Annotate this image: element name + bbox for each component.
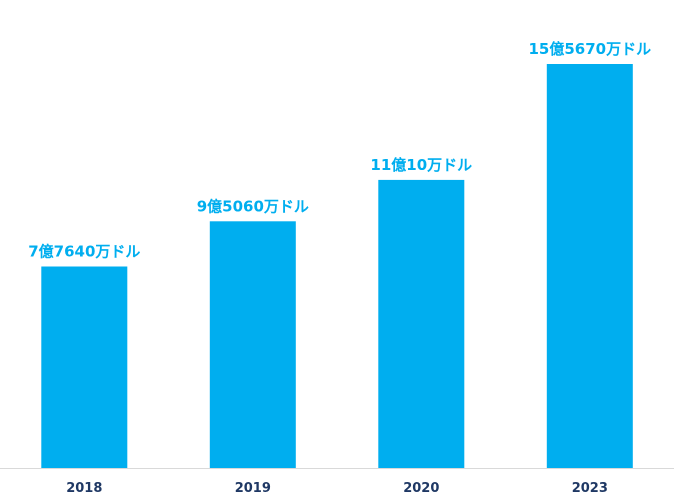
bar-2023 xyxy=(546,64,633,468)
data-label-2019: 9億5060万ドル xyxy=(197,197,309,215)
tick-label-2020: 2020 xyxy=(403,481,439,496)
data-label-2018: 7億7640万ドル xyxy=(28,243,140,261)
bar-2020 xyxy=(378,179,465,468)
data-labels-layer: 7億7640万ドル 9億5060万ドル 11億10万ドル 15億5670万ドル xyxy=(28,40,651,261)
bars-layer xyxy=(41,64,633,468)
bar-2018 xyxy=(41,266,128,468)
tick-label-2019: 2019 xyxy=(235,481,271,496)
data-label-2023: 15億5670万ドル xyxy=(528,40,651,58)
x-axis-ticks: 2018 2019 2020 2023 xyxy=(66,481,608,496)
tick-label-2018: 2018 xyxy=(66,481,102,496)
tick-label-2023: 2023 xyxy=(572,481,608,496)
bar-2019 xyxy=(209,221,296,468)
data-label-2020: 11億10万ドル xyxy=(370,156,472,174)
